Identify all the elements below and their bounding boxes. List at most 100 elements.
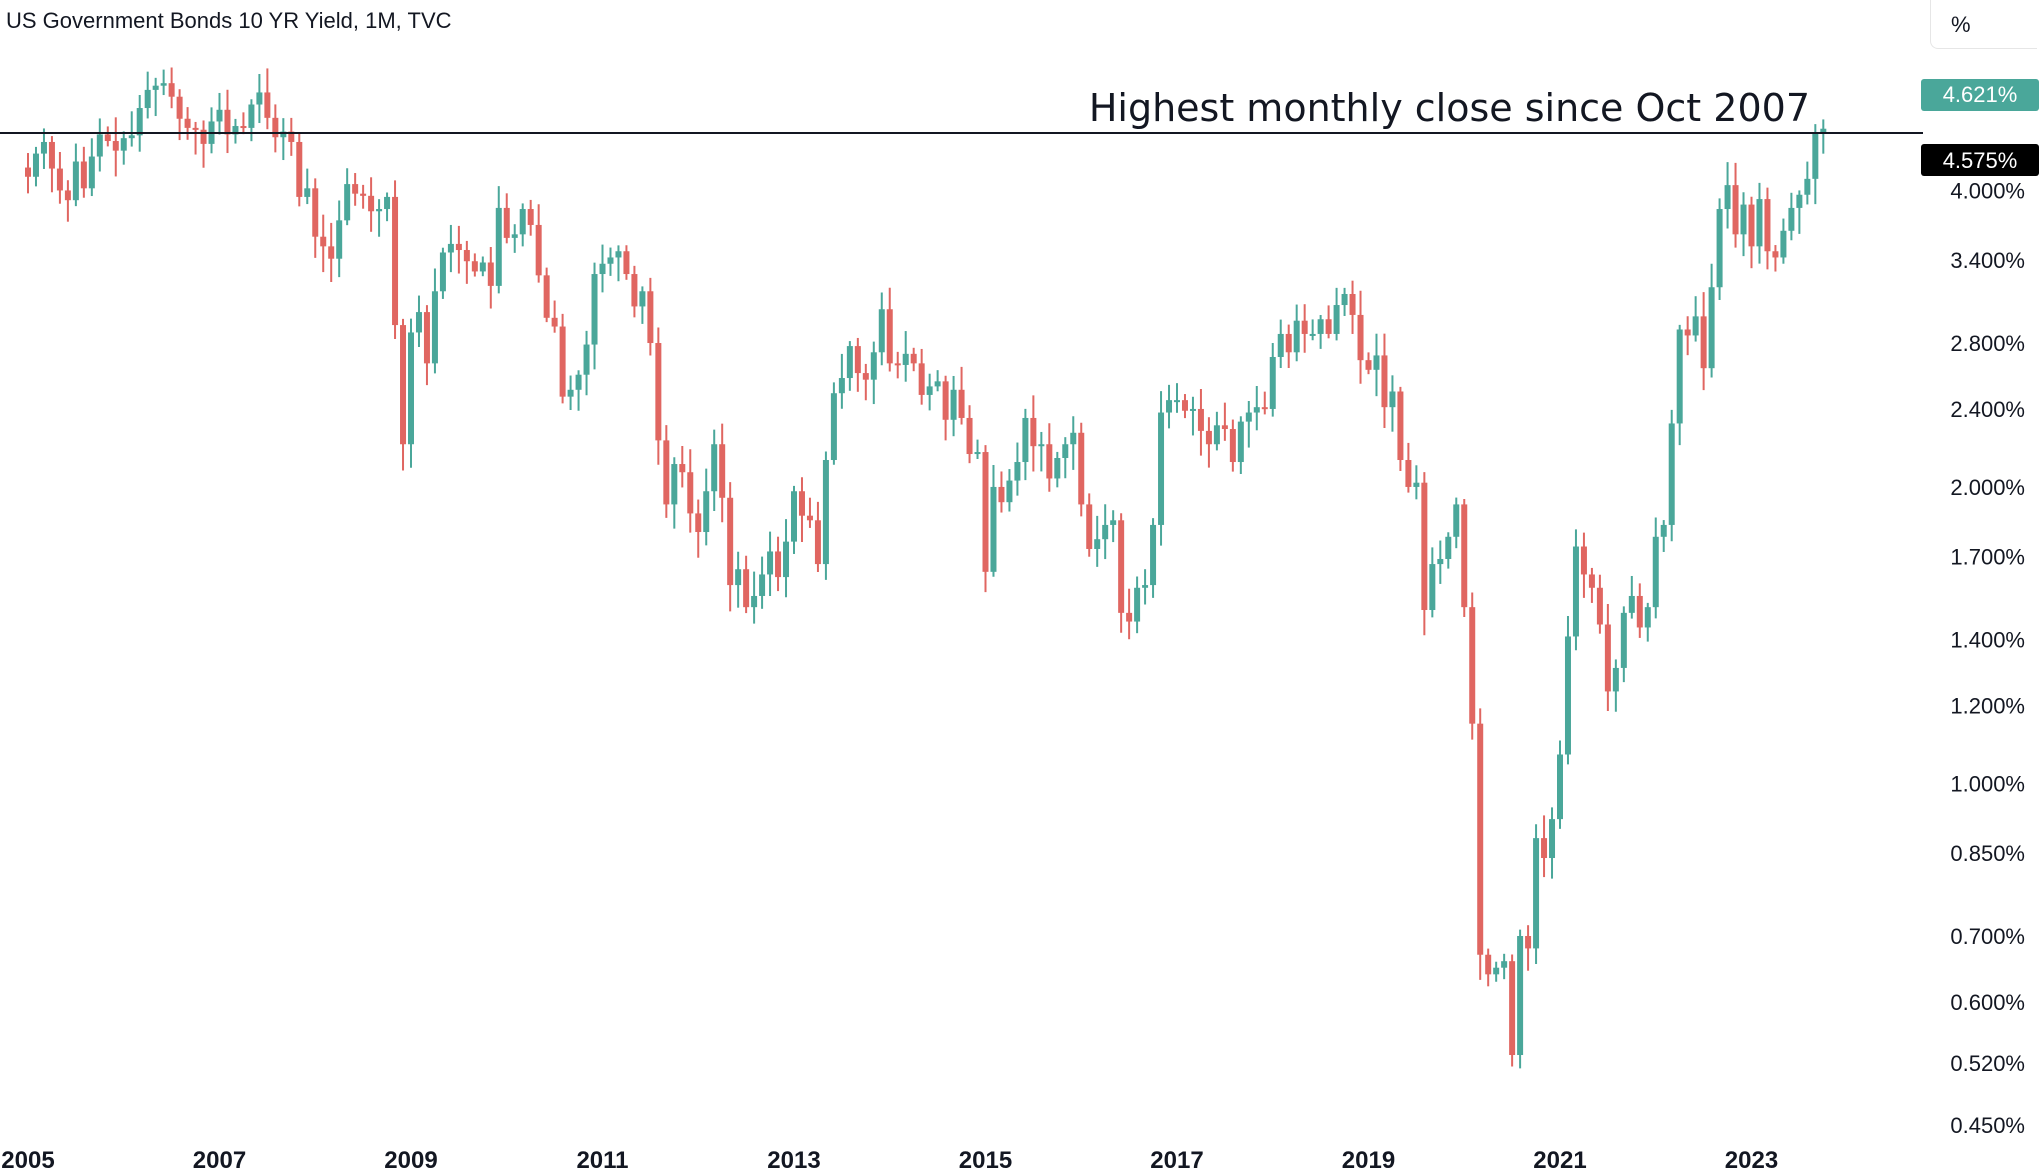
candle [511, 224, 518, 253]
candle [1349, 280, 1356, 334]
candle [72, 143, 79, 207]
y-tick-label: 2.000% [1950, 475, 2025, 500]
candle [1054, 451, 1061, 488]
candle [184, 107, 191, 140]
candle [535, 204, 542, 283]
candle [192, 121, 199, 155]
candle [392, 180, 399, 340]
x-tick-label: 2017 [1150, 1147, 1203, 1174]
candle [200, 120, 207, 168]
candle [1788, 192, 1795, 241]
candle [1277, 319, 1284, 369]
candle [376, 199, 383, 237]
candle [1181, 394, 1188, 419]
candle [1804, 161, 1811, 205]
candle [40, 128, 47, 169]
candle [1365, 352, 1372, 375]
candle [559, 313, 566, 404]
candle [1429, 547, 1436, 618]
candle [982, 445, 989, 593]
candle [1580, 532, 1587, 598]
candle [1708, 263, 1715, 378]
candle [1517, 929, 1524, 1069]
candle [1285, 324, 1292, 369]
candle [1820, 119, 1827, 154]
candle [1269, 343, 1276, 417]
candle [1301, 304, 1308, 353]
candle [1309, 319, 1316, 341]
x-tick-label: 2021 [1533, 1147, 1586, 1174]
candles-layer [25, 67, 1827, 1069]
candle [1317, 314, 1324, 349]
x-tick-label: 2019 [1342, 1147, 1395, 1174]
candle [1245, 400, 1252, 448]
candle [1142, 569, 1149, 605]
candle [1596, 574, 1603, 634]
candle [1644, 602, 1651, 642]
candle [1014, 442, 1021, 496]
candle [248, 99, 255, 142]
candle [934, 370, 941, 392]
candle [711, 429, 718, 512]
candle [1333, 287, 1340, 341]
candle [966, 405, 973, 464]
candle [822, 451, 829, 580]
candle [104, 126, 111, 147]
candle [1660, 520, 1667, 552]
candle [1541, 815, 1548, 878]
candle [695, 499, 702, 558]
chart-title: US Government Bonds 10 YR Yield, 1M, TVC [6, 8, 452, 33]
candle [543, 267, 550, 323]
candle [607, 247, 614, 276]
candle [1620, 606, 1627, 683]
candle [519, 203, 526, 247]
candle [1509, 954, 1516, 1067]
candle [96, 118, 103, 172]
candle [1740, 192, 1747, 257]
x-tick-label: 2013 [767, 1147, 820, 1174]
candle [1070, 416, 1077, 470]
candle [854, 337, 861, 392]
candle [830, 382, 837, 465]
candle [1046, 423, 1053, 492]
candle [1732, 162, 1739, 248]
candle [655, 327, 662, 465]
candle [631, 265, 638, 318]
candle [1469, 592, 1476, 740]
x-tick-label: 2011 [576, 1147, 628, 1174]
candle [783, 519, 790, 598]
candle [80, 146, 87, 198]
candle [663, 425, 670, 518]
candle [328, 222, 335, 283]
candle [176, 89, 183, 141]
candle [88, 138, 95, 197]
candle [575, 370, 582, 411]
candle [623, 245, 630, 280]
candle [1118, 513, 1125, 633]
candle [1549, 807, 1556, 879]
candle [1652, 517, 1659, 619]
candle [1166, 384, 1173, 429]
candle [1453, 497, 1460, 549]
candle [1604, 604, 1611, 711]
candle [112, 117, 119, 177]
candle [240, 112, 247, 135]
candle [320, 214, 327, 273]
candle [1748, 196, 1755, 269]
candle [1197, 389, 1204, 456]
candle [639, 286, 646, 324]
candle [814, 501, 821, 573]
y-tick-label: 0.520% [1950, 1051, 2025, 1076]
candle [48, 136, 55, 193]
candle [296, 132, 303, 207]
candle [1413, 465, 1420, 500]
candle [727, 482, 734, 612]
candle [679, 445, 686, 488]
unit-toggle-button[interactable]: % [1930, 0, 2037, 49]
candle [1174, 383, 1180, 413]
candle [1780, 218, 1787, 264]
candle [1676, 324, 1683, 446]
candle [1421, 472, 1428, 636]
y-tick-label: 2.400% [1950, 397, 2025, 422]
